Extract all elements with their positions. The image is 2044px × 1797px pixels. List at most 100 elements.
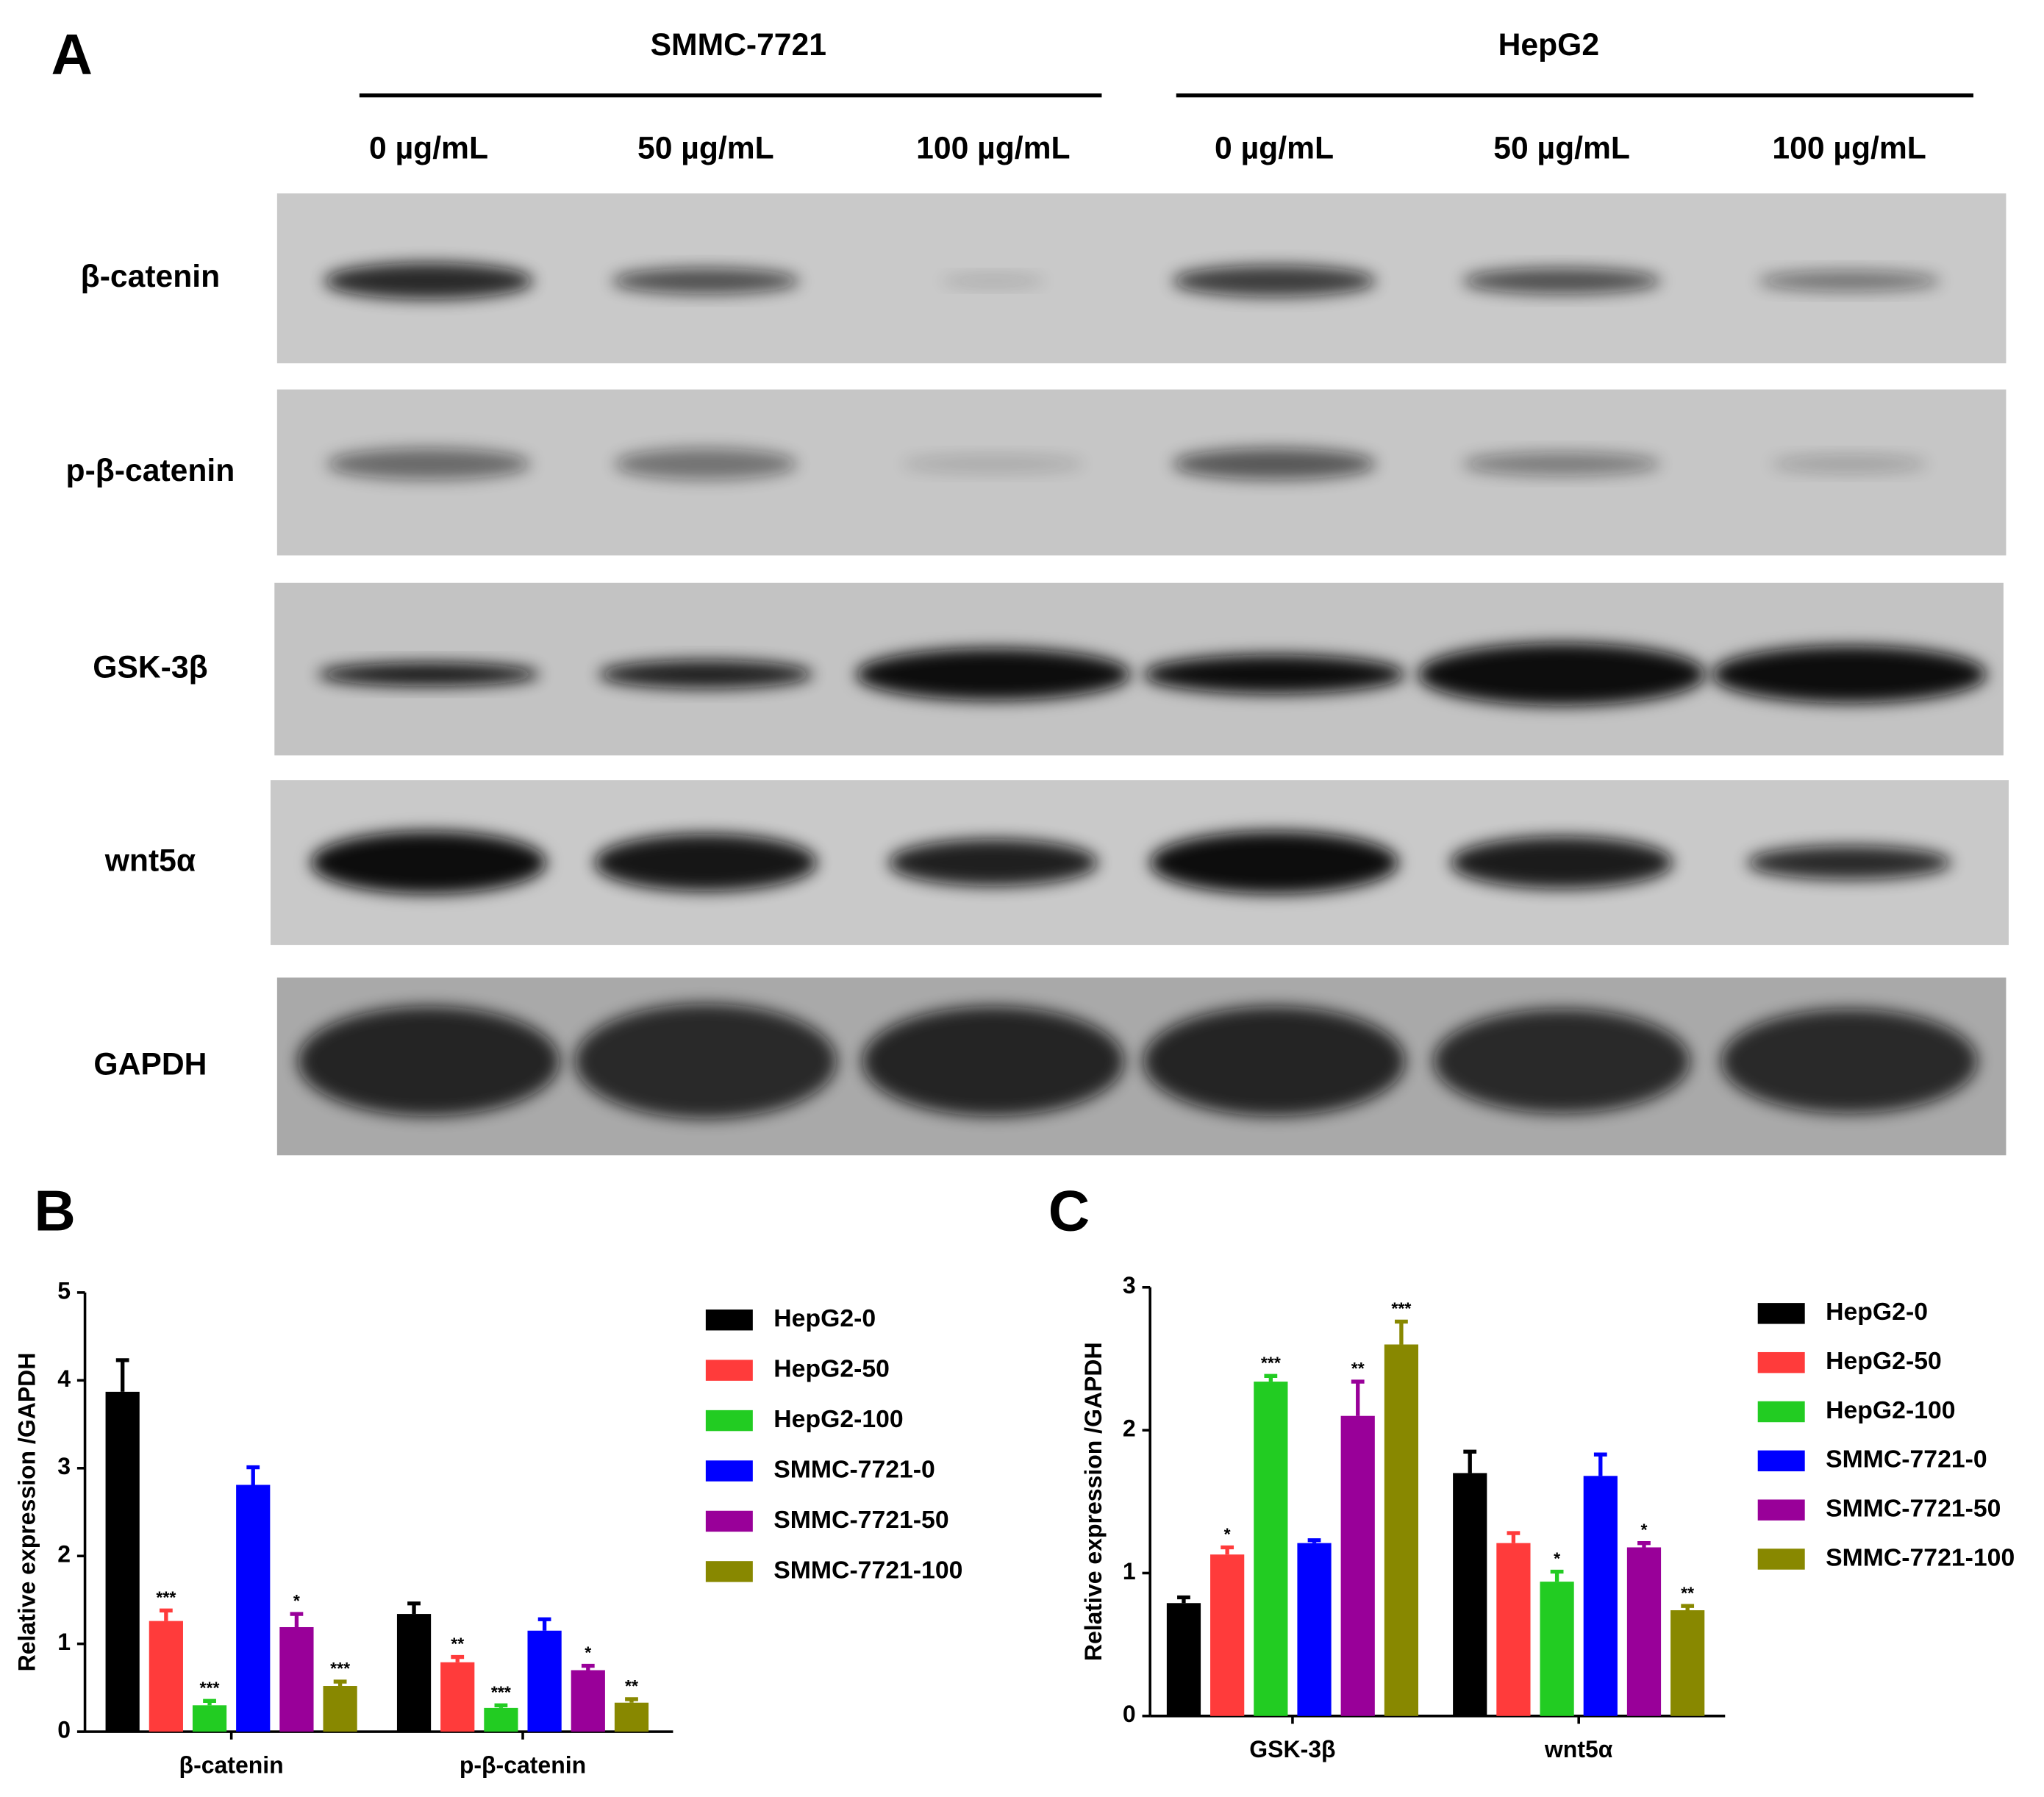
bar: [279, 1626, 314, 1732]
lane-label: 0 µg/mL: [369, 131, 488, 166]
blot-band: [1451, 836, 1673, 889]
significance-label: *: [1224, 1525, 1231, 1544]
panel-label: B: [34, 1179, 75, 1243]
bar: [323, 1686, 357, 1732]
bar: [1297, 1543, 1332, 1716]
legend-label: HepG2-100: [1826, 1396, 1955, 1424]
significance-label: ***: [200, 1678, 220, 1697]
significance-label: *: [1554, 1549, 1560, 1568]
y-tick-label: 0: [1123, 1701, 1136, 1727]
blot-band: [1747, 846, 1951, 880]
bar: [1384, 1344, 1419, 1716]
blot-band: [326, 448, 531, 480]
blot-band: [575, 1004, 837, 1119]
y-tick-label: 2: [1123, 1415, 1136, 1442]
significance-label: ***: [1391, 1299, 1411, 1318]
blot-band: [317, 662, 540, 687]
bar: [1166, 1603, 1201, 1716]
lane-label: 0 µg/mL: [1215, 131, 1334, 166]
blot-band: [614, 448, 798, 480]
y-tick-label: 3: [1123, 1272, 1136, 1298]
bar: [484, 1707, 518, 1732]
significance-label: **: [625, 1676, 638, 1696]
bar: [440, 1662, 475, 1732]
significance-label: ***: [1261, 1353, 1281, 1372]
lane-label: 100 µg/mL: [916, 131, 1070, 166]
blot-band: [311, 831, 547, 894]
legend-swatch: [705, 1410, 753, 1432]
y-tick-label: 2: [57, 1541, 71, 1568]
blot-band: [1462, 268, 1662, 294]
significance-label: **: [1351, 1359, 1365, 1378]
legend-label: SMMC-7721-0: [773, 1455, 935, 1483]
legend-swatch: [1757, 1303, 1805, 1324]
legend-label: HepG2-0: [1826, 1298, 1928, 1326]
x-tick-label: wnt5α: [1544, 1736, 1613, 1762]
y-tick-label: 4: [57, 1365, 71, 1392]
bar: [396, 1614, 432, 1732]
blot-band: [1433, 1009, 1690, 1114]
bar: [1453, 1473, 1487, 1716]
legend-swatch: [705, 1310, 753, 1331]
panel-label: A: [51, 22, 93, 87]
significance-label: *: [1640, 1521, 1647, 1540]
legend-swatch: [1757, 1351, 1805, 1373]
y-tick-label: 1: [57, 1629, 71, 1655]
blot-band: [1143, 654, 1405, 694]
legend-swatch: [705, 1360, 753, 1381]
bar: [192, 1705, 227, 1732]
legend-label: SMMC-7721-100: [773, 1556, 962, 1584]
blot-band: [1757, 270, 1941, 292]
blot-band: [1720, 1009, 1978, 1114]
legend-swatch: [1757, 1450, 1805, 1472]
bar: [1254, 1382, 1288, 1716]
blot-band: [862, 1006, 1124, 1116]
bar: [149, 1621, 183, 1732]
protein-label: β-catenin: [81, 259, 221, 294]
bar: [236, 1485, 271, 1732]
legend-label: HepG2-0: [773, 1304, 876, 1332]
legend-label: SMMC-7721-100: [1826, 1543, 2015, 1571]
protein-label: p-β-catenin: [66, 453, 235, 488]
blot-band: [1418, 643, 1706, 706]
blot-band: [1172, 265, 1376, 297]
x-tick-label: GSK-3β: [1249, 1736, 1335, 1762]
blot-band: [1143, 1006, 1405, 1116]
significance-label: ***: [330, 1659, 350, 1678]
legend-swatch: [705, 1510, 753, 1532]
protein-label: GAPDH: [93, 1047, 207, 1082]
significance-label: ***: [156, 1587, 176, 1607]
significance-label: **: [451, 1635, 464, 1654]
blot-band: [324, 262, 534, 300]
legend-swatch: [1757, 1499, 1805, 1521]
y-tick-label: 3: [57, 1453, 71, 1479]
blot-strip: [276, 193, 2007, 364]
significance-label: *: [293, 1591, 300, 1610]
y-axis-label: Relative expression /GAPDH: [1080, 1342, 1107, 1661]
bar: [1540, 1582, 1574, 1716]
blot-band: [856, 648, 1131, 701]
blot-band: [298, 1006, 560, 1116]
legend-swatch: [705, 1561, 753, 1582]
bar: [1340, 1415, 1375, 1716]
y-tick-label: 1: [1123, 1558, 1136, 1585]
x-tick-label: p-β-catenin: [460, 1752, 586, 1779]
bar: [105, 1391, 140, 1732]
blot-band: [594, 834, 817, 892]
blot-band: [1462, 451, 1662, 476]
y-tick-label: 0: [57, 1717, 71, 1743]
significance-label: *: [585, 1643, 591, 1662]
blot-band: [1770, 454, 1928, 474]
blot-band: [1172, 448, 1376, 480]
bar: [571, 1670, 605, 1732]
blot-strip: [276, 389, 2007, 556]
significance-label: **: [1681, 1583, 1694, 1602]
legend-swatch: [705, 1460, 753, 1482]
bar: [1626, 1547, 1662, 1716]
significance-label: ***: [491, 1682, 511, 1701]
blot-band: [598, 660, 813, 689]
lane-label: 100 µg/mL: [1772, 131, 1926, 166]
blot-band: [1712, 646, 1987, 704]
x-tick-label: β-catenin: [179, 1752, 284, 1779]
